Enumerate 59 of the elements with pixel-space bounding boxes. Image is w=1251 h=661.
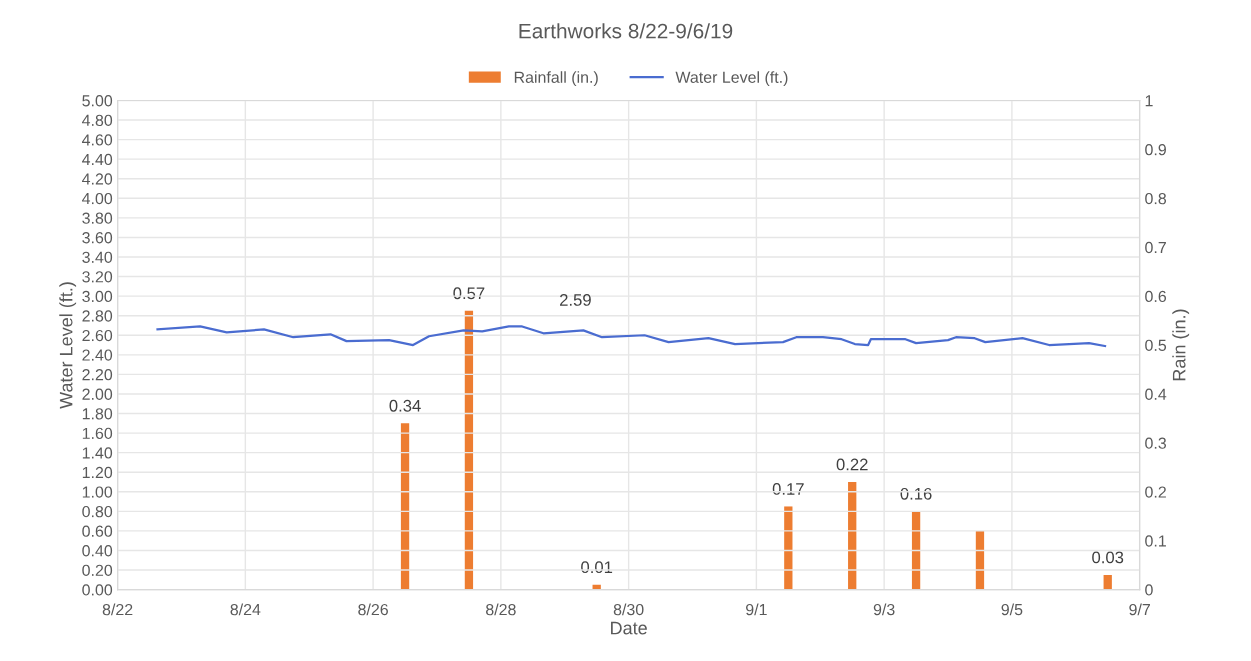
y-tick-label: 4.20 [82, 173, 113, 185]
y-tick-label: 0.20 [82, 564, 113, 576]
data-label: 0.22 [836, 458, 868, 471]
y-tick-label: 0.40 [82, 545, 113, 557]
y-tick-label: 2.20 [82, 369, 113, 381]
y-tick-label: 4.00 [82, 192, 113, 205]
y-tick-label: 2.40 [82, 349, 113, 361]
y-tick-label: 5.00 [82, 95, 113, 107]
y-tick-label: 0.80 [82, 505, 113, 518]
y-tick-label: 3.80 [82, 212, 113, 224]
x-tick-label: 9/1 [746, 603, 767, 616]
y-tick-label: 2.00 [82, 388, 113, 400]
y-tick-label: 0.00 [82, 584, 113, 596]
y-tick-label: 3.20 [82, 271, 113, 283]
y2-tick-label: 0.1 [1145, 535, 1166, 547]
y-tick-label: 2.60 [82, 329, 113, 342]
x-tick-label: 9/3 [873, 603, 895, 616]
y2-tick-label: 0.5 [1145, 339, 1167, 351]
legend-label: Water Level (ft.) [675, 71, 788, 87]
x-tick-label: 8/30 [613, 603, 644, 616]
data-label: 0.01 [581, 561, 613, 574]
y-tick-label: 3.00 [82, 290, 113, 303]
x-tick-label: 9/7 [1129, 603, 1150, 616]
y2-tick-label: 0.8 [1145, 192, 1167, 205]
annotation: 2.59 [560, 294, 591, 306]
y2-tick-label: 0.2 [1145, 486, 1166, 498]
y-tick-label: 0.60 [82, 525, 113, 537]
data-label: 0.03 [1092, 551, 1124, 564]
y-tick-label: 1.80 [82, 408, 113, 420]
y-tick-label: 1.00 [82, 486, 113, 498]
y2-tick-label: 0.3 [1145, 437, 1167, 449]
y2-axis-title: Rain (in.) [1172, 309, 1190, 381]
data-label: 0.34 [389, 399, 421, 412]
y2-tick-label: 0 [1145, 584, 1153, 596]
y-tick-label: 2.80 [82, 310, 113, 322]
y-tick-label: 1.60 [82, 427, 113, 440]
y-tick-label: 3.40 [82, 251, 113, 263]
x-tick-label: 8/28 [486, 603, 516, 616]
y2-tick-label: 0.6 [1145, 290, 1167, 303]
legend-label: Rainfall (in.) [514, 71, 598, 87]
y-axis-title: Water Level (ft.) [59, 282, 77, 409]
x-tick-label: 8/24 [230, 603, 261, 616]
x-tick-label: 8/26 [358, 603, 388, 616]
y2-tick-label: 0.9 [1145, 144, 1166, 156]
y-tick-label: 1.20 [82, 466, 113, 479]
y2-tick-label: 0.7 [1145, 241, 1166, 254]
data-label: 0.57 [453, 287, 485, 300]
y-tick-label: 4.60 [82, 134, 113, 146]
y-tick-label: 3.60 [82, 232, 113, 244]
x-axis-title: Date [611, 621, 647, 635]
y-tick-label: 1.40 [82, 447, 113, 459]
chart-title: Earthworks 8/22-9/6/19 [519, 23, 733, 39]
data-label: 0.16 [900, 487, 932, 500]
y2-tick-label: 0.4 [1145, 388, 1167, 400]
y-tick-label: 4.40 [82, 153, 113, 166]
y-tick-label: 4.80 [82, 114, 113, 126]
y2-tick-label: 1 [1145, 95, 1153, 107]
x-tick-label: 9/5 [1001, 603, 1023, 616]
x-tick-label: 8/22 [102, 603, 133, 616]
